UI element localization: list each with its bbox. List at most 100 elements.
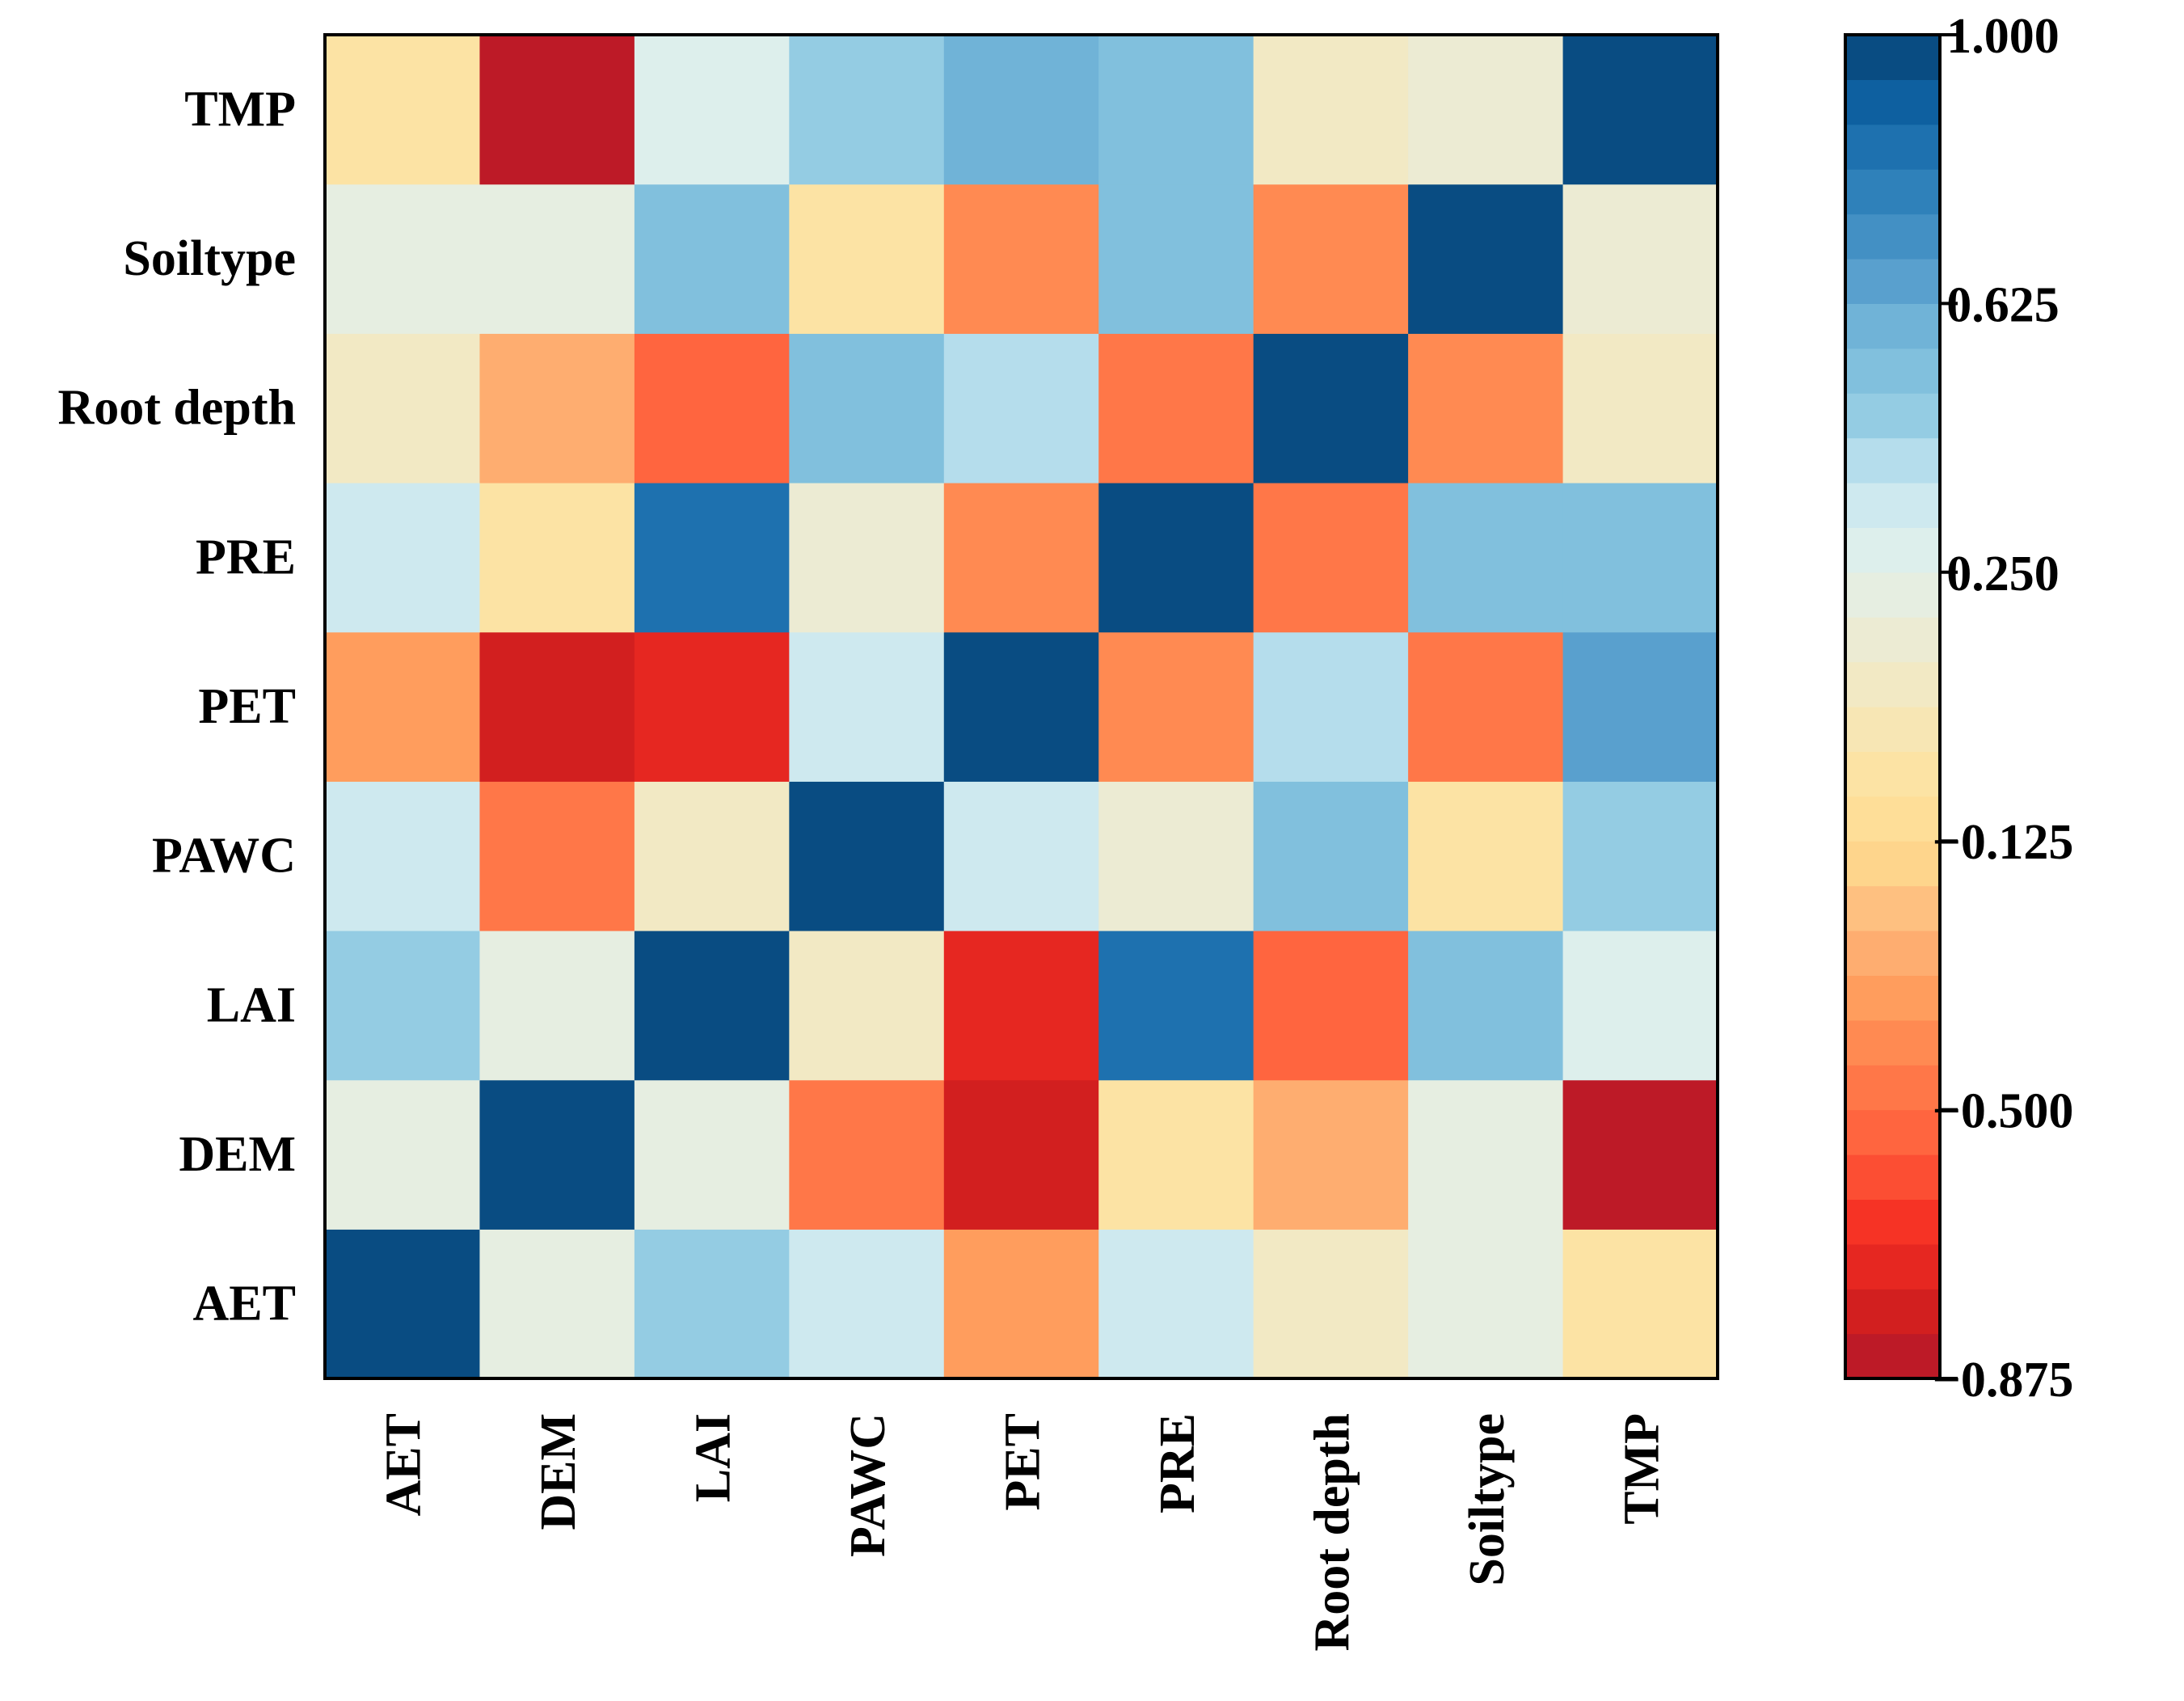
x-tick-label: LAI	[686, 1413, 741, 1502]
heatmap-cell-pawc-dem	[479, 781, 635, 931]
heatmap-cell-root-depth-lai	[634, 333, 790, 483]
x-tick-label: PAWC	[841, 1413, 896, 1557]
heatmap-cell-aet-dem	[479, 1229, 635, 1379]
heatmap-cell-root-depth-pawc	[789, 333, 945, 483]
y-tick-label: AET	[193, 1277, 296, 1332]
plot-frame	[323, 33, 1719, 1380]
colorbar-segment	[1845, 1109, 1940, 1155]
heatmap-cell-soiltype-aet	[325, 184, 481, 334]
heatmap-cell-pawc-aet	[325, 781, 481, 931]
heatmap-cell-root-depth-pre	[1098, 333, 1254, 483]
heatmap-cell-soiltype-pet	[943, 184, 1099, 334]
heatmap-cell-lai-lai	[634, 931, 790, 1081]
heatmap-cell-soiltype-dem	[479, 184, 635, 334]
colorbar-segment	[1845, 259, 1940, 304]
heatmap-cell-pet-pre	[1098, 631, 1254, 782]
colorbar-tick-label: 1.000	[1946, 9, 2060, 64]
colorbar-tick-label: 0.250	[1946, 547, 2060, 601]
heatmap-cell-lai-aet	[325, 931, 481, 1081]
heatmap-cell-aet-soiltype	[1408, 1229, 1564, 1379]
heatmap-cell-pet-pawc	[789, 631, 945, 782]
heatmap-cell-root-depth-root-depth	[1253, 333, 1409, 483]
colorbar-segment	[1845, 1333, 1940, 1379]
x-tick-label: TMP	[1614, 1413, 1669, 1525]
heatmap-cell-lai-dem	[479, 931, 635, 1081]
y-tick-label: LAI	[207, 977, 296, 1032]
heatmap-cell-root-depth-soiltype	[1408, 333, 1564, 483]
y-tick-label: DEM	[179, 1127, 296, 1182]
heatmap-cell-lai-pet	[943, 931, 1099, 1081]
colorbar-segment	[1845, 213, 1940, 260]
heatmap-cell-pre-pawc	[789, 483, 945, 633]
colorbar-segment	[1845, 169, 1940, 215]
heatmap-cell-pawc-pet	[943, 781, 1099, 931]
colorbar	[1845, 35, 1940, 1379]
heatmap-cell-tmp-soiltype	[1408, 35, 1564, 185]
colorbar-segment	[1845, 1154, 1940, 1200]
heatmap-cell-dem-lai	[634, 1079, 790, 1230]
heatmap-cell-aet-pet	[943, 1229, 1099, 1379]
heatmap-cell-pawc-pawc	[789, 781, 945, 931]
colorbar-segment	[1845, 707, 1940, 752]
colorbar-segment	[1845, 79, 1940, 125]
heatmap-cell-root-depth-aet	[325, 333, 481, 483]
heatmap-cell-soiltype-pre	[1098, 184, 1254, 334]
heatmap-cell-lai-pre	[1098, 931, 1254, 1081]
heatmap-cell-aet-root-depth	[1253, 1229, 1409, 1379]
heatmap-cell-pre-dem	[479, 483, 635, 633]
colorbar-segment	[1845, 931, 1940, 976]
heatmap-cell-dem-dem	[479, 1079, 635, 1230]
y-tick-labels: AET DEM LAI PAWC PET PRE Root depth Soiltype TMP	[57, 82, 296, 1331]
colorbar-segment	[1845, 437, 1940, 483]
heatmap-cell-aet-tmp	[1562, 1229, 1718, 1379]
heatmap-cell-tmp-tmp	[1562, 35, 1718, 185]
heatmap-cell-pawc-soiltype	[1408, 781, 1564, 931]
y-tick-label: PAWC	[152, 829, 296, 884]
colorbar-tick-label: −0.125	[1933, 815, 2074, 870]
colorbar-segment	[1845, 617, 1940, 663]
colorbar-segment	[1845, 1199, 1940, 1245]
heatmap-cell-root-depth-pet	[943, 333, 1099, 483]
heatmap-cell-dem-pre	[1098, 1079, 1254, 1230]
heatmap-cell-pre-pre	[1098, 483, 1254, 633]
heatmap-cell-dem-tmp	[1562, 1079, 1718, 1230]
heatmap-cell-lai-tmp	[1562, 931, 1718, 1081]
heatmap-cell-pet-dem	[479, 631, 635, 782]
colorbar-segment	[1845, 796, 1940, 842]
heatmap-cell-pawc-root-depth	[1253, 781, 1409, 931]
colorbar-segment	[1845, 35, 1940, 80]
colorbar-segment	[1845, 124, 1940, 170]
heatmap-cell-pre-pet	[943, 483, 1099, 633]
colorbar-tick-label: 0.625	[1946, 277, 2060, 332]
heatmap-cell-tmp-root-depth	[1253, 35, 1409, 185]
colorbar-segment	[1845, 975, 1940, 1021]
heatmap-cell-pawc-pre	[1098, 781, 1254, 931]
x-tick-labels: AET DEM LAI PAWC PET PRE Root depth Soiltype TMP	[377, 1413, 1670, 1652]
y-tick-label: PRE	[196, 530, 296, 585]
colorbar-segment	[1845, 527, 1940, 573]
heatmap-cell-soiltype-soiltype	[1408, 184, 1564, 334]
heatmap-cell-soiltype-lai	[634, 184, 790, 334]
colorbar-segment	[1845, 303, 1940, 349]
colorbar-segment	[1845, 841, 1940, 887]
heatmap-cell-dem-root-depth	[1253, 1079, 1409, 1230]
x-tick-label: PRE	[1150, 1413, 1205, 1513]
colorbar-segment	[1845, 885, 1940, 931]
heatmap-cell-aet-pawc	[789, 1229, 945, 1379]
heatmap-cell-pet-pet	[943, 631, 1099, 782]
x-tick-label: Soiltype	[1460, 1413, 1515, 1586]
y-tick-label: TMP	[184, 82, 296, 137]
heatmap-cell-pawc-lai	[634, 781, 790, 931]
y-tick-label: Soiltype	[123, 231, 296, 286]
y-tick-label: Root depth	[57, 381, 296, 436]
colorbar-segment	[1845, 393, 1940, 439]
heatmap-cell-tmp-aet	[325, 35, 481, 185]
heatmap-cell-pet-soiltype	[1408, 631, 1564, 782]
colorbar-segment	[1845, 348, 1940, 394]
colorbar-tick-label: −0.875	[1933, 1353, 2074, 1408]
heatmap-cell-root-depth-tmp	[1562, 333, 1718, 483]
heatmap-cell-lai-root-depth	[1253, 931, 1409, 1081]
heatmap-cell-tmp-pre	[1098, 35, 1254, 185]
colorbar-segment	[1845, 572, 1940, 618]
